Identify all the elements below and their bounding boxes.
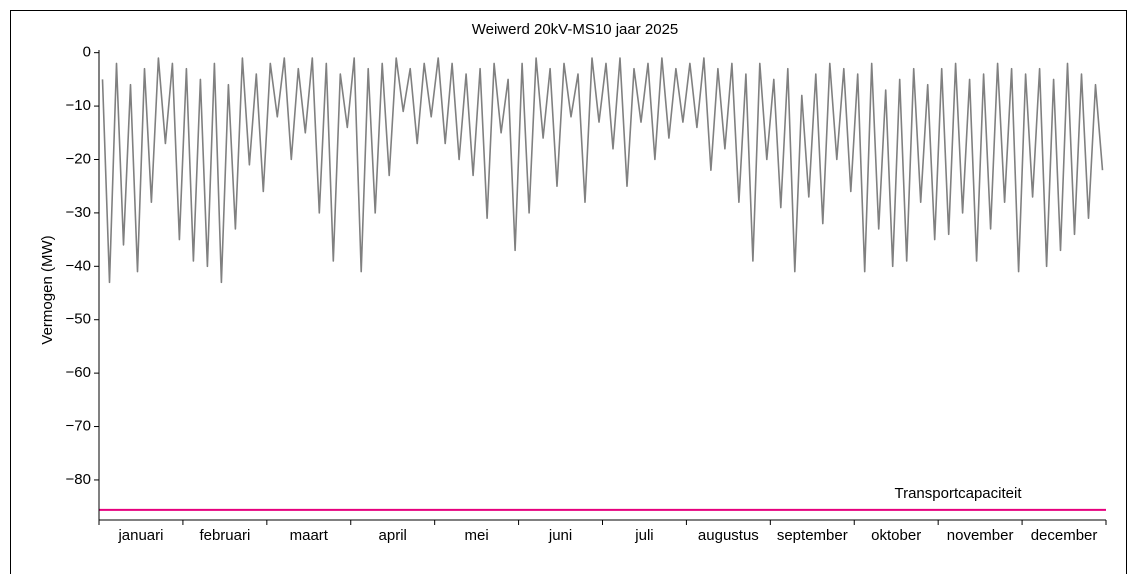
x-tick-label: november: [947, 527, 1014, 544]
y-axis-label: Vermogen (MW): [39, 235, 56, 344]
x-tick-label: mei: [465, 527, 489, 544]
y-tick-label: −40: [66, 257, 91, 274]
x-tick-label: juli: [634, 527, 653, 544]
y-tick-label: 0: [83, 44, 91, 61]
y-tick-label: −60: [66, 364, 91, 381]
x-tick-label: december: [1031, 527, 1098, 544]
x-tick-label: maart: [290, 527, 329, 544]
x-tick-label: januari: [117, 527, 163, 544]
x-tick-label: februari: [199, 527, 250, 544]
y-tick-label: −20: [66, 150, 91, 167]
figure-frame: [10, 10, 1127, 574]
x-tick-label: augustus: [698, 527, 759, 544]
y-tick-label: −10: [66, 97, 91, 114]
y-tick-label: −80: [66, 471, 91, 488]
x-tick-label: september: [777, 527, 848, 544]
y-tick-label: −50: [66, 311, 91, 328]
y-tick-label: −30: [66, 204, 91, 221]
y-tick-label: −70: [66, 418, 91, 435]
chart-title: Weiwerd 20kV-MS10 jaar 2025: [472, 21, 679, 38]
x-tick-label: juni: [548, 527, 572, 544]
capacity-label: Transportcapaciteit: [894, 485, 1022, 502]
data-line: [101, 57, 1104, 284]
x-tick-label: april: [379, 527, 407, 544]
x-tick-label: oktober: [871, 527, 921, 544]
